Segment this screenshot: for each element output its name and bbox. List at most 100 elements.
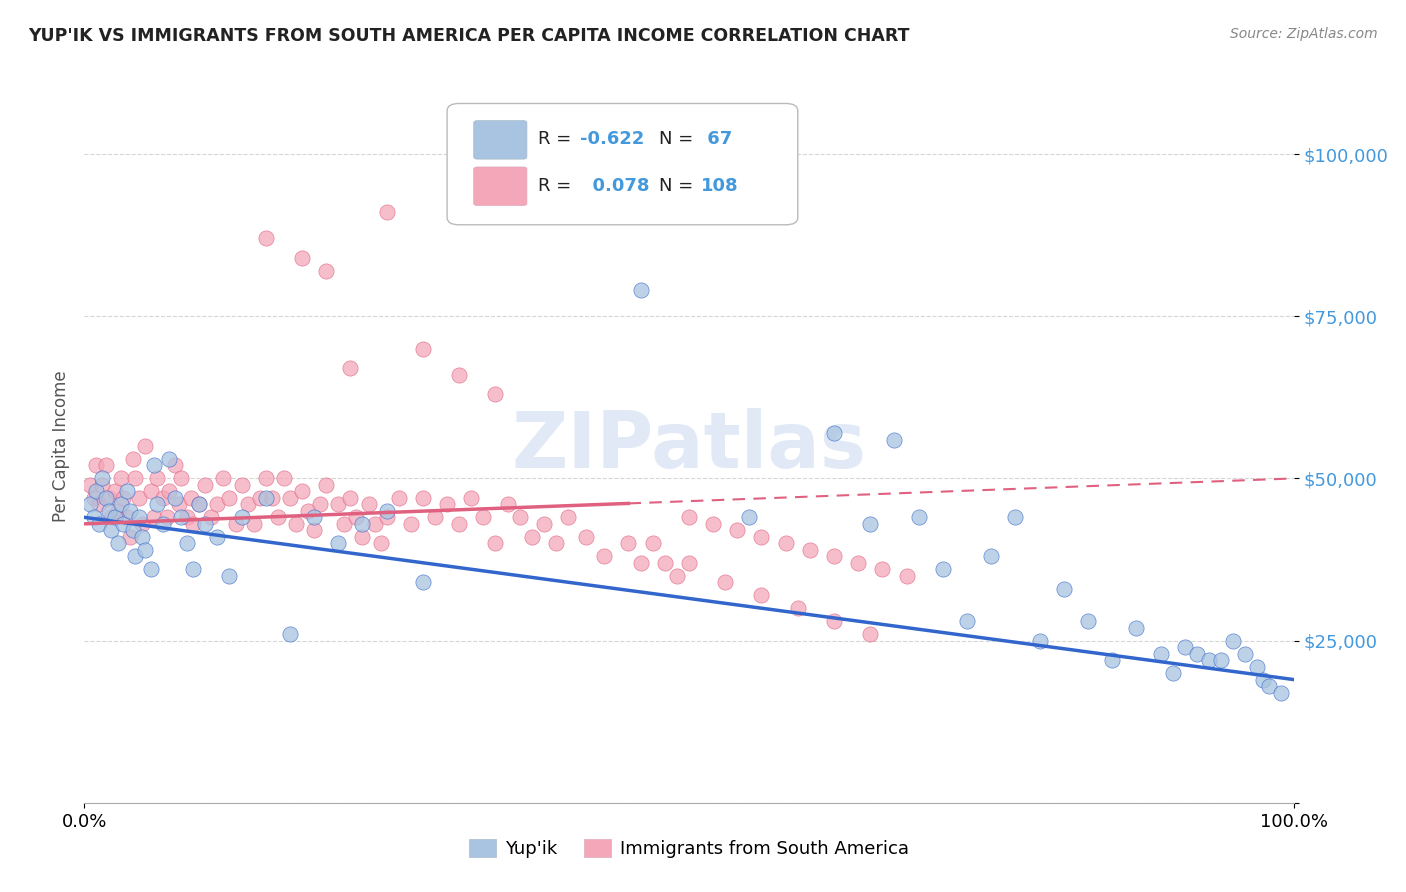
Point	[180, 491, 202, 505]
Point	[872, 562, 894, 576]
Point	[449, 516, 471, 531]
Point	[100, 510, 122, 524]
Point	[155, 510, 177, 524]
Point	[339, 361, 361, 376]
Point	[775, 536, 797, 550]
Point	[83, 510, 105, 524]
Point	[157, 452, 180, 467]
Point	[104, 510, 127, 524]
Point	[94, 491, 117, 505]
Point	[412, 575, 434, 590]
Point	[617, 536, 640, 550]
Point	[176, 510, 198, 524]
Point	[1004, 510, 1026, 524]
Point	[278, 491, 301, 505]
Text: N =: N =	[659, 130, 699, 148]
Text: Source: ZipAtlas.com: Source: ZipAtlas.com	[1230, 27, 1378, 41]
Point	[1053, 582, 1076, 596]
Point	[134, 542, 156, 557]
Point	[654, 556, 676, 570]
Point	[370, 536, 392, 550]
Text: ZIPatlas: ZIPatlas	[512, 408, 866, 484]
Point	[112, 491, 135, 505]
Point	[956, 614, 979, 628]
Point	[207, 530, 229, 544]
Point	[388, 491, 411, 505]
Point	[352, 516, 374, 531]
Point	[188, 497, 211, 511]
Point	[260, 491, 283, 505]
Point	[181, 516, 204, 531]
Point	[302, 524, 325, 538]
Point	[115, 510, 138, 524]
Point	[357, 497, 380, 511]
Point	[207, 497, 229, 511]
Point	[1222, 633, 1244, 648]
Legend: Yup'ik, Immigrants from South America: Yup'ik, Immigrants from South America	[461, 831, 917, 865]
Point	[218, 568, 240, 582]
Point	[1209, 653, 1232, 667]
Point	[79, 478, 101, 492]
Point	[786, 601, 808, 615]
Point	[194, 478, 217, 492]
Point	[399, 516, 422, 531]
Point	[131, 516, 153, 531]
Point	[231, 478, 253, 492]
Point	[112, 516, 135, 531]
Point	[107, 504, 129, 518]
Point	[375, 510, 398, 524]
Point	[1101, 653, 1123, 667]
Point	[225, 516, 247, 531]
Point	[273, 471, 295, 485]
Point	[496, 497, 519, 511]
Point	[484, 536, 506, 550]
Point	[1198, 653, 1220, 667]
Point	[94, 458, 117, 473]
Point	[302, 510, 325, 524]
Point	[1077, 614, 1099, 628]
Point	[167, 497, 190, 511]
Point	[932, 562, 955, 576]
Point	[799, 542, 821, 557]
Text: 67: 67	[702, 130, 733, 148]
Point	[170, 471, 193, 485]
Point	[412, 491, 434, 505]
Point	[176, 536, 198, 550]
Point	[436, 497, 458, 511]
Point	[859, 516, 882, 531]
Point	[484, 387, 506, 401]
Point	[1246, 659, 1268, 673]
Text: YUP'IK VS IMMIGRANTS FROM SOUTH AMERICA PER CAPITA INCOME CORRELATION CHART: YUP'IK VS IMMIGRANTS FROM SOUTH AMERICA …	[28, 27, 910, 45]
Point	[110, 471, 132, 485]
Point	[86, 458, 108, 473]
Point	[363, 516, 385, 531]
FancyBboxPatch shape	[474, 167, 527, 205]
Point	[333, 516, 356, 531]
Point	[236, 497, 259, 511]
Y-axis label: Per Capita Income: Per Capita Income	[52, 370, 70, 522]
Point	[278, 627, 301, 641]
Point	[725, 524, 748, 538]
Point	[124, 549, 146, 564]
Point	[315, 264, 337, 278]
Point	[738, 510, 761, 524]
Point	[1174, 640, 1197, 654]
Point	[212, 471, 235, 485]
Point	[1253, 673, 1275, 687]
Point	[1234, 647, 1257, 661]
Point	[143, 458, 166, 473]
Point	[91, 471, 114, 485]
Point	[134, 439, 156, 453]
Point	[254, 471, 277, 485]
Text: R =: R =	[538, 177, 576, 194]
Point	[97, 491, 120, 505]
Point	[980, 549, 1002, 564]
Point	[1149, 647, 1171, 661]
Point	[87, 497, 110, 511]
Point	[291, 484, 314, 499]
Point	[1028, 633, 1050, 648]
Text: 108: 108	[702, 177, 738, 194]
Point	[121, 524, 143, 538]
Point	[593, 549, 616, 564]
FancyBboxPatch shape	[474, 120, 527, 159]
